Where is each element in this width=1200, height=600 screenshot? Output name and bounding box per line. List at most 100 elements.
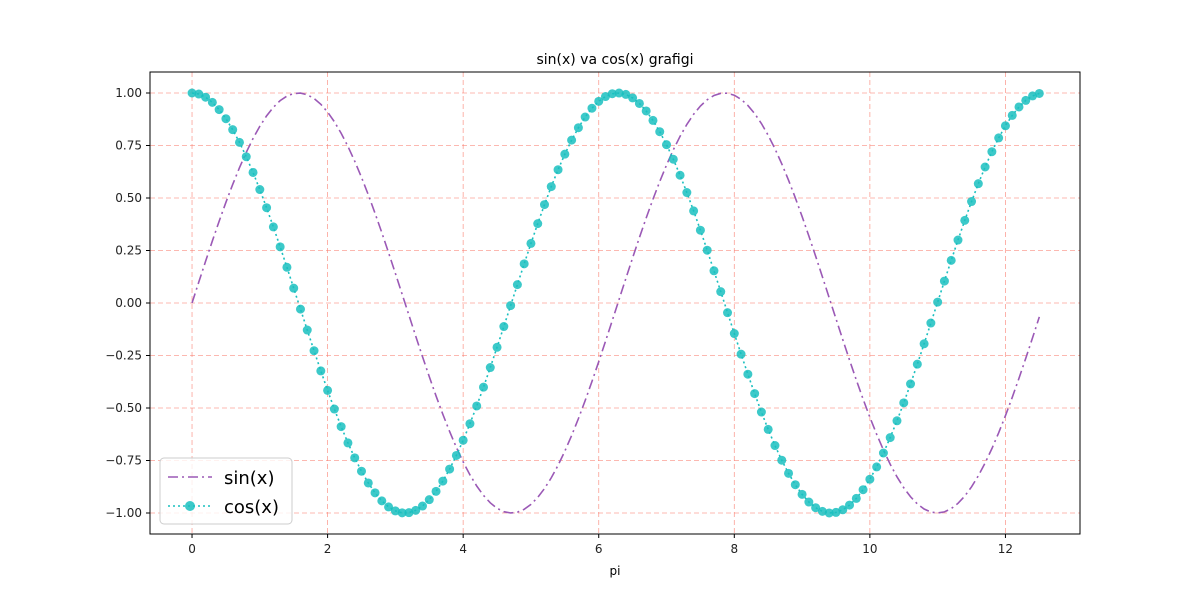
- data-point-cos: [241, 152, 251, 162]
- legend-cos-marker: [185, 501, 195, 511]
- y-tick-label: 1.00: [115, 86, 142, 100]
- data-point-cos: [370, 488, 380, 498]
- data-point-cos: [458, 435, 468, 445]
- data-point-cos: [987, 147, 997, 157]
- data-point-cos: [329, 404, 339, 414]
- data-point-cos: [967, 197, 977, 207]
- data-point-cos: [1028, 91, 1038, 101]
- data-point-cos: [878, 448, 888, 458]
- data-point-cos: [472, 401, 482, 411]
- x-tick-label: 6: [595, 542, 603, 556]
- data-point-cos: [506, 301, 516, 311]
- data-point-cos: [397, 508, 407, 518]
- data-point-cos: [858, 485, 868, 495]
- data-point-cos: [994, 133, 1004, 143]
- data-point-cos: [512, 280, 522, 290]
- data-point-cos: [1000, 121, 1010, 131]
- data-point-cos: [980, 162, 990, 172]
- data-point-cos: [729, 329, 739, 339]
- data-point-cos: [790, 480, 800, 490]
- x-tick-label: 10: [862, 542, 877, 556]
- data-point-cos: [234, 137, 244, 147]
- data-point-cos: [526, 238, 536, 248]
- data-point-cos: [485, 363, 495, 373]
- data-point-cos: [567, 135, 577, 145]
- data-point-cos: [939, 276, 949, 286]
- data-point-cos: [892, 416, 902, 426]
- data-point-cos: [851, 493, 861, 503]
- data-point-cos: [634, 98, 644, 108]
- data-point-cos: [411, 505, 421, 515]
- legend-sin-label: sin(x): [224, 468, 274, 489]
- data-point-cos: [614, 88, 624, 98]
- axis-ticks: 0 2 4 6 8 10 12 1.00 0.75 0.50 0.25 0.00 −0.25 −0.50 −…: [105, 86, 1013, 556]
- data-point-cos: [573, 123, 583, 133]
- data-point-cos: [302, 325, 312, 335]
- legend-cos-label: cos(x): [224, 497, 279, 518]
- chart-title: sin(x) va cos(x) grafigi: [536, 52, 693, 68]
- data-point-cos: [295, 304, 305, 314]
- data-point-cos: [777, 455, 787, 465]
- data-point-cos: [899, 398, 909, 408]
- legend: sin(x) cos(x): [159, 457, 293, 525]
- data-point-cos: [668, 154, 678, 164]
- data-point-cos: [309, 346, 319, 356]
- data-point-cos: [648, 115, 658, 125]
- x-tick-label: 0: [188, 542, 196, 556]
- data-point-cos: [201, 92, 211, 102]
- data-point-cos: [1014, 102, 1024, 112]
- data-point-cos: [716, 287, 726, 297]
- data-point-cos: [865, 474, 875, 484]
- data-point-cos: [553, 165, 563, 175]
- data-point-cos: [417, 501, 427, 511]
- data-point-cos: [1034, 88, 1044, 98]
- data-point-cos: [275, 242, 285, 252]
- y-tick-label: 0.75: [115, 139, 142, 153]
- data-point-cos: [377, 496, 387, 506]
- data-point-cos: [750, 389, 760, 399]
- data-point-cos: [194, 89, 204, 99]
- data-point-cos: [384, 502, 394, 512]
- data-point-cos: [770, 441, 780, 451]
- data-point-cos: [404, 508, 414, 518]
- grid: [150, 72, 1080, 534]
- y-tick-label: −0.50: [105, 401, 142, 415]
- data-point-cos: [763, 424, 773, 434]
- data-point-cos: [424, 495, 434, 505]
- data-point-cos: [607, 89, 617, 99]
- data-point-cos: [207, 97, 217, 107]
- data-point-cos: [580, 112, 590, 122]
- data-point-cos: [682, 188, 692, 198]
- y-tick-label: 0.50: [115, 191, 142, 205]
- data-point-cos: [533, 219, 543, 229]
- data-point-cos: [560, 149, 570, 159]
- data-point-cos: [601, 92, 611, 102]
- data-point-cos: [594, 96, 604, 106]
- data-point-cos: [919, 339, 929, 349]
- data-point-cos: [248, 167, 258, 177]
- data-point-cos: [289, 283, 299, 293]
- data-point-cos: [662, 140, 672, 150]
- data-point-cos: [1007, 110, 1017, 120]
- y-tick-label: −0.75: [105, 454, 142, 468]
- data-point-cos: [492, 342, 502, 352]
- x-tick-label: 12: [998, 542, 1013, 556]
- data-point-cos: [587, 103, 597, 113]
- data-point-cos: [845, 500, 855, 510]
- data-point-cos: [431, 486, 441, 496]
- data-point-cos: [282, 262, 292, 272]
- data-point-cos: [350, 453, 360, 463]
- data-point-cos: [933, 297, 943, 307]
- data-point-cos: [390, 506, 400, 516]
- data-point-cos: [675, 170, 685, 180]
- x-axis-label: pi: [610, 564, 621, 578]
- data-point-cos: [268, 222, 278, 232]
- data-point-cos: [187, 88, 197, 98]
- data-point-cos: [953, 235, 963, 245]
- data-point-cos: [1021, 95, 1031, 105]
- data-point-cos: [912, 359, 922, 369]
- data-point-cos: [262, 203, 272, 213]
- data-point-cos: [973, 179, 983, 189]
